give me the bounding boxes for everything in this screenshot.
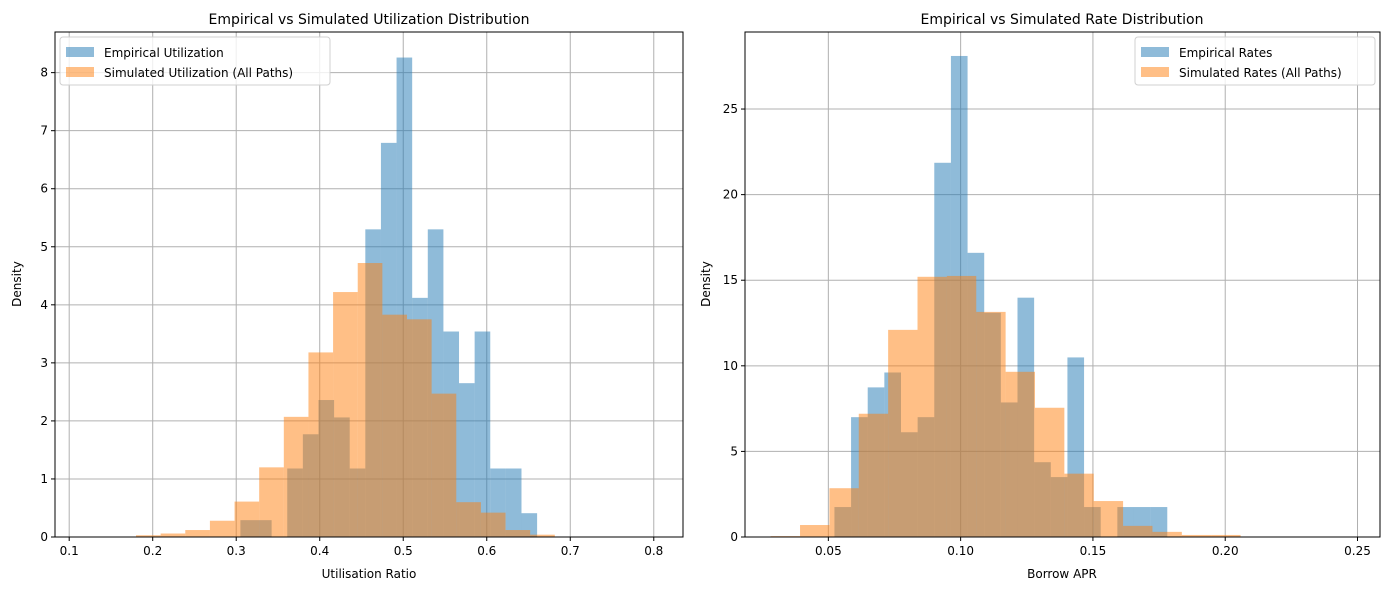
y-tick-label: 5 bbox=[730, 444, 738, 458]
y-tick-label: 3 bbox=[40, 356, 48, 370]
simulated-bar bbox=[829, 488, 859, 537]
x-tick-label: 0.10 bbox=[947, 544, 974, 558]
simulated-bar bbox=[800, 525, 830, 537]
simulated-bar bbox=[185, 530, 210, 537]
simulated-bar bbox=[136, 535, 161, 537]
bars bbox=[770, 55, 1241, 538]
simulated-bar bbox=[357, 263, 383, 537]
simulated-bar bbox=[505, 530, 531, 537]
empirical-bar bbox=[459, 383, 475, 537]
legend-label: Empirical Utilization bbox=[104, 46, 224, 60]
y-tick-label: 25 bbox=[723, 102, 738, 116]
y-tick-label: 6 bbox=[40, 182, 48, 196]
simulated-bar bbox=[1005, 371, 1035, 537]
simulated-bar bbox=[976, 311, 1006, 537]
simulated-bar bbox=[946, 275, 977, 537]
legend-swatch bbox=[66, 47, 94, 57]
ticks: 0.05 0.10 0.15 0.20 0.25 0 5 10 15 20 25 bbox=[723, 102, 1371, 558]
simulated-bar bbox=[888, 329, 918, 537]
simulated-bar bbox=[480, 512, 506, 537]
simulated-bar bbox=[917, 276, 947, 537]
x-tick-label: 0.05 bbox=[815, 544, 842, 558]
simulated-bar bbox=[530, 534, 555, 537]
simulated-bar bbox=[259, 467, 284, 537]
y-tick-label: 20 bbox=[723, 188, 738, 202]
chart-title: Empirical vs Simulated Utilization Distr… bbox=[208, 12, 529, 28]
y-tick-label: 0 bbox=[730, 530, 738, 544]
simulated-bar bbox=[308, 352, 334, 537]
empirical-bar bbox=[1150, 507, 1168, 537]
legend-box bbox=[59, 36, 331, 86]
x-tick-label: 0.15 bbox=[1080, 544, 1107, 558]
y-tick-label: 5 bbox=[40, 240, 48, 254]
simulated-bar bbox=[1152, 531, 1182, 537]
legend: Empirical Rates Simulated Rates (All Path… bbox=[1134, 36, 1376, 86]
x-tick-label: 0.1 bbox=[60, 544, 79, 558]
x-tick-label: 0.25 bbox=[1344, 544, 1371, 558]
ticks: 0.1 0.2 0.3 0.4 0.5 0.6 0.7 0.8 0 1 2 3 4 5 6 7 8 bbox=[40, 66, 663, 558]
simulated-bar bbox=[1034, 407, 1065, 537]
simulated-bar bbox=[456, 502, 481, 537]
simulated-bar bbox=[1093, 501, 1124, 537]
simulated-bar bbox=[1181, 534, 1212, 537]
legend-box bbox=[1134, 36, 1376, 86]
y-tick-label: 10 bbox=[723, 359, 738, 373]
x-tick-label: 0.5 bbox=[394, 544, 413, 558]
y-tick-label: 1 bbox=[40, 472, 48, 486]
legend-swatch bbox=[1141, 47, 1169, 57]
simulated-bar bbox=[1064, 473, 1094, 537]
simulated-bar bbox=[160, 533, 186, 537]
simulated-bar bbox=[209, 520, 235, 537]
x-tick-label: 0.4 bbox=[310, 544, 329, 558]
y-axis-label: Density bbox=[10, 261, 24, 307]
x-axis-label: Utilisation Ratio bbox=[322, 567, 417, 581]
legend-label: Simulated Utilization (All Paths) bbox=[104, 66, 293, 80]
simulated-bar bbox=[333, 292, 358, 537]
y-tick-label: 7 bbox=[40, 124, 48, 138]
plot-frame bbox=[744, 31, 1381, 538]
y-tick-label: 15 bbox=[723, 273, 738, 287]
x-axis-label: Borrow APR bbox=[1027, 567, 1097, 581]
simulated-bar bbox=[234, 501, 260, 537]
x-tick-label: 0.2 bbox=[143, 544, 162, 558]
simulated-bar bbox=[283, 416, 309, 537]
x-tick-label: 0.3 bbox=[227, 544, 246, 558]
y-tick-label: 4 bbox=[40, 298, 48, 312]
x-tick-label: 0.8 bbox=[644, 544, 663, 558]
bars bbox=[136, 57, 555, 538]
legend-swatch bbox=[1141, 67, 1169, 77]
simulated-bar bbox=[1123, 525, 1153, 537]
simulated-bar bbox=[431, 393, 457, 537]
legend-label: Simulated Rates (All Paths) bbox=[1179, 66, 1342, 80]
y-tick-label: 2 bbox=[40, 414, 48, 428]
rate-chart: Empirical vs Simulated Rate Distribution… bbox=[699, 12, 1381, 581]
simulated-bar bbox=[382, 314, 407, 537]
chart-title: Empirical vs Simulated Rate Distribution bbox=[921, 12, 1204, 28]
empirical-bar bbox=[505, 468, 522, 537]
y-tick-label: 0 bbox=[40, 530, 48, 544]
legend-label: Empirical Rates bbox=[1179, 46, 1272, 60]
y-axis-label: Density bbox=[699, 261, 713, 307]
x-tick-label: 0.20 bbox=[1212, 544, 1239, 558]
legend-swatch bbox=[66, 67, 94, 77]
x-tick-label: 0.6 bbox=[477, 544, 496, 558]
simulated-bar bbox=[858, 413, 889, 537]
x-tick-label: 0.7 bbox=[561, 544, 580, 558]
empirical-bar bbox=[474, 331, 491, 537]
simulated-bar bbox=[1211, 534, 1241, 537]
simulated-bar bbox=[406, 319, 432, 537]
y-tick-label: 8 bbox=[40, 66, 48, 80]
legend: Empirical Utilization Simulated Utilizati… bbox=[59, 36, 331, 86]
utilization-chart: Empirical vs Simulated Utilization Distr… bbox=[10, 12, 684, 581]
plot-frame bbox=[54, 31, 684, 538]
